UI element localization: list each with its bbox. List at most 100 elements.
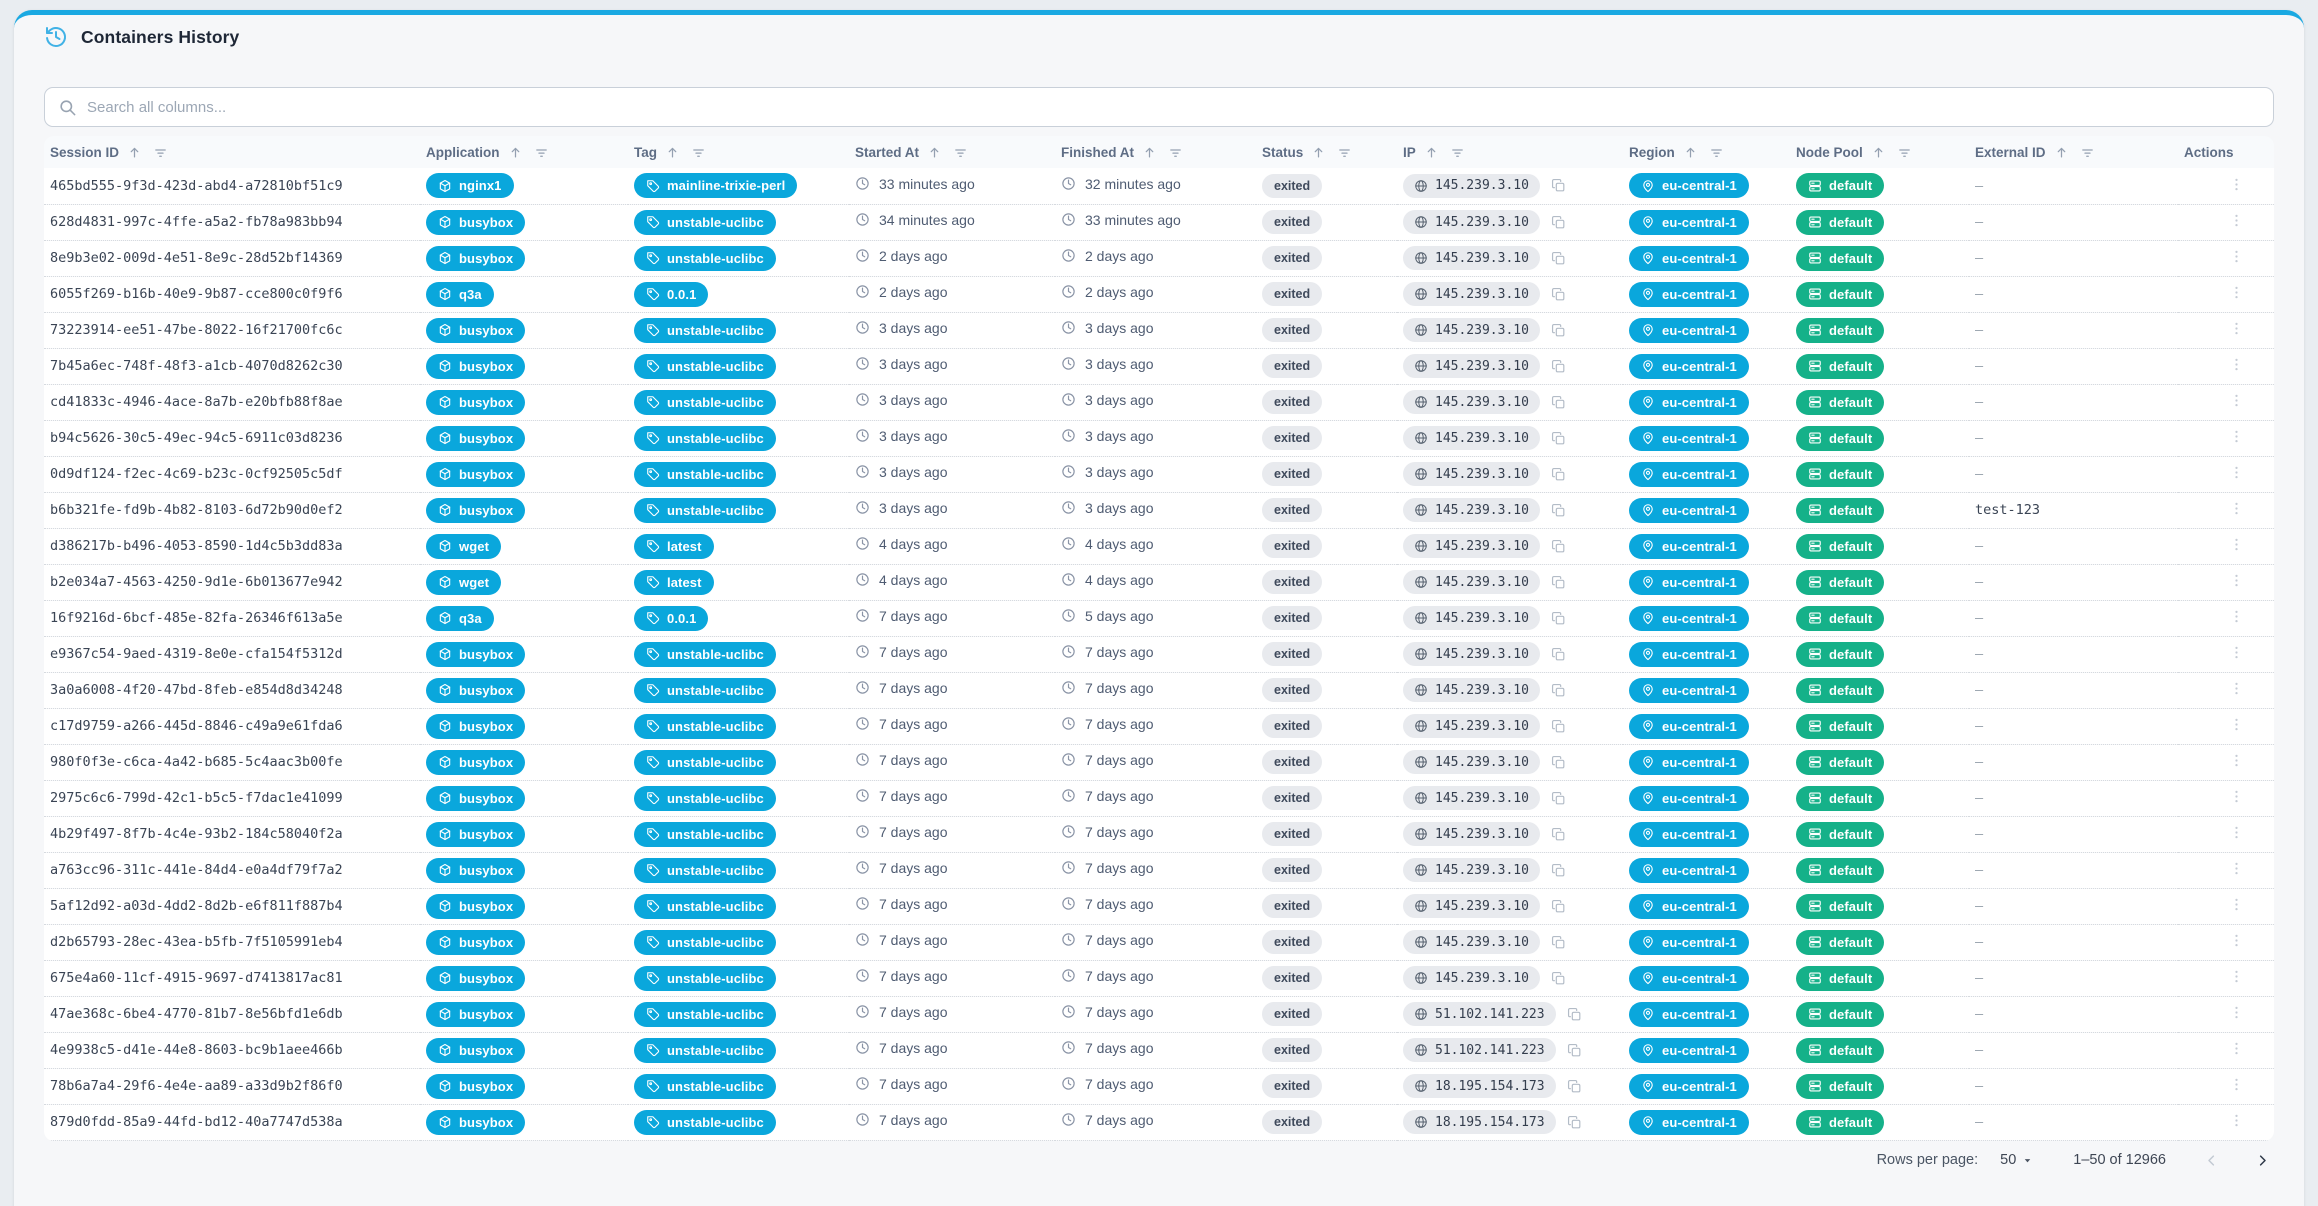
copy-ip-button[interactable] <box>1549 465 1568 484</box>
copy-ip-button[interactable] <box>1549 321 1568 340</box>
region-badge: eu-central-1 <box>1629 353 1749 379</box>
sort-icon[interactable] <box>2054 145 2069 160</box>
copy-ip-button[interactable] <box>1549 825 1568 844</box>
sort-icon[interactable] <box>127 145 142 160</box>
filter-icon[interactable] <box>1337 145 1352 160</box>
copy-ip-button[interactable] <box>1549 609 1568 628</box>
copy-ip-button[interactable] <box>1549 897 1568 916</box>
copy-ip-button[interactable] <box>1549 537 1568 556</box>
server-icon <box>1808 935 1822 949</box>
rows-per-page-select[interactable]: 50 <box>2000 1152 2033 1168</box>
column-header-node_pool[interactable]: Node Pool <box>1790 136 1969 168</box>
status-badge: exited <box>1262 606 1323 630</box>
filter-icon[interactable] <box>1168 145 1183 160</box>
column-header-finished_at[interactable]: Finished At <box>1055 136 1256 168</box>
copy-ip-button[interactable] <box>1549 717 1568 736</box>
sort-icon[interactable] <box>665 145 680 160</box>
table-row: 628d4831-997c-4ffe-a5a2-fb78a983bb94 bus… <box>44 204 2274 241</box>
column-header-region[interactable]: Region <box>1623 136 1790 168</box>
row-actions-button[interactable] <box>2226 282 2247 303</box>
previous-page-button[interactable] <box>2200 1149 2223 1172</box>
filter-icon[interactable] <box>1897 145 1912 160</box>
column-header-started_at[interactable]: Started At <box>849 136 1055 168</box>
copy-ip-button[interactable] <box>1549 681 1568 700</box>
copy-ip-button[interactable] <box>1549 249 1568 268</box>
copy-ip-button[interactable] <box>1549 357 1568 376</box>
row-actions-button[interactable] <box>2226 570 2247 591</box>
row-actions-button[interactable] <box>2226 210 2247 231</box>
row-actions-button[interactable] <box>2226 642 2247 663</box>
copy-ip-button[interactable] <box>1549 969 1568 988</box>
row-actions-button[interactable] <box>2226 462 2247 483</box>
filter-icon[interactable] <box>153 145 168 160</box>
sort-icon[interactable] <box>1311 145 1326 160</box>
copy-ip-button[interactable] <box>1549 753 1568 772</box>
row-actions-button[interactable] <box>2226 1002 2247 1023</box>
sort-icon[interactable] <box>508 145 523 160</box>
row-actions-button[interactable] <box>2226 966 2247 987</box>
sort-icon[interactable] <box>1424 145 1439 160</box>
copy-ip-button[interactable] <box>1565 1005 1584 1024</box>
row-actions-button[interactable] <box>2226 714 2247 735</box>
sort-icon[interactable] <box>1142 145 1157 160</box>
column-header-application[interactable]: Application <box>420 136 628 168</box>
row-actions-button[interactable] <box>2226 426 2247 447</box>
node-pool-label: default <box>1829 322 1873 338</box>
search-input[interactable] <box>87 98 2260 116</box>
node-pool-label: default <box>1829 358 1873 374</box>
filter-icon[interactable] <box>691 145 706 160</box>
status-badge: exited <box>1262 173 1323 198</box>
row-actions-button[interactable] <box>2226 678 2247 699</box>
column-header-ip[interactable]: IP <box>1397 136 1623 168</box>
row-actions-button[interactable] <box>2226 930 2247 951</box>
filter-icon[interactable] <box>2080 145 2095 160</box>
filter-icon[interactable] <box>953 145 968 160</box>
sort-icon[interactable] <box>927 145 942 160</box>
column-header-tag[interactable]: Tag <box>628 136 849 168</box>
copy-ip-button[interactable] <box>1549 213 1568 232</box>
column-header-session_id[interactable]: Session ID <box>44 136 420 168</box>
copy-ip-button[interactable] <box>1549 645 1568 664</box>
tag-icon <box>646 539 660 553</box>
column-header-status[interactable]: Status <box>1256 136 1397 168</box>
copy-ip-button[interactable] <box>1565 1077 1584 1096</box>
row-actions-button[interactable] <box>2226 1074 2247 1095</box>
copy-ip-button[interactable] <box>1549 501 1568 520</box>
row-actions-button[interactable] <box>2226 174 2247 195</box>
copy-ip-button[interactable] <box>1549 429 1568 448</box>
copy-ip-button[interactable] <box>1549 789 1568 808</box>
row-actions-button[interactable] <box>2226 750 2247 771</box>
copy-ip-button[interactable] <box>1549 933 1568 952</box>
next-page-button[interactable] <box>2251 1149 2274 1172</box>
filter-icon[interactable] <box>1709 145 1724 160</box>
copy-ip-button[interactable] <box>1565 1113 1584 1132</box>
row-actions-button[interactable] <box>2226 390 2247 411</box>
copy-ip-button[interactable] <box>1565 1041 1584 1060</box>
row-actions-button[interactable] <box>2226 498 2247 519</box>
row-actions-button[interactable] <box>2226 894 2247 915</box>
column-header-external_id[interactable]: External ID <box>1969 136 2178 168</box>
filter-icon[interactable] <box>1450 145 1465 160</box>
row-actions-button[interactable] <box>2226 354 2247 375</box>
sort-icon[interactable] <box>1683 145 1698 160</box>
copy-ip-button[interactable] <box>1549 861 1568 880</box>
copy-ip-button[interactable] <box>1549 573 1568 592</box>
sort-icon[interactable] <box>1871 145 1886 160</box>
finished-at-value: 3 days ago <box>1061 500 1154 516</box>
row-actions-button[interactable] <box>2226 786 2247 807</box>
row-actions-button[interactable] <box>2226 606 2247 627</box>
row-actions-button[interactable] <box>2226 246 2247 267</box>
copy-ip-button[interactable] <box>1549 176 1568 195</box>
row-actions-button[interactable] <box>2226 858 2247 879</box>
filter-icon[interactable] <box>534 145 549 160</box>
row-actions-button[interactable] <box>2226 1110 2247 1131</box>
finished-at-value: 7 days ago <box>1061 680 1154 696</box>
tag-label: unstable-uclibc <box>667 790 764 806</box>
row-actions-button[interactable] <box>2226 318 2247 339</box>
copy-ip-button[interactable] <box>1549 393 1568 412</box>
started-at-value: 3 days ago <box>855 428 948 444</box>
copy-ip-button[interactable] <box>1549 285 1568 304</box>
row-actions-button[interactable] <box>2226 822 2247 843</box>
row-actions-button[interactable] <box>2226 1038 2247 1059</box>
row-actions-button[interactable] <box>2226 534 2247 555</box>
